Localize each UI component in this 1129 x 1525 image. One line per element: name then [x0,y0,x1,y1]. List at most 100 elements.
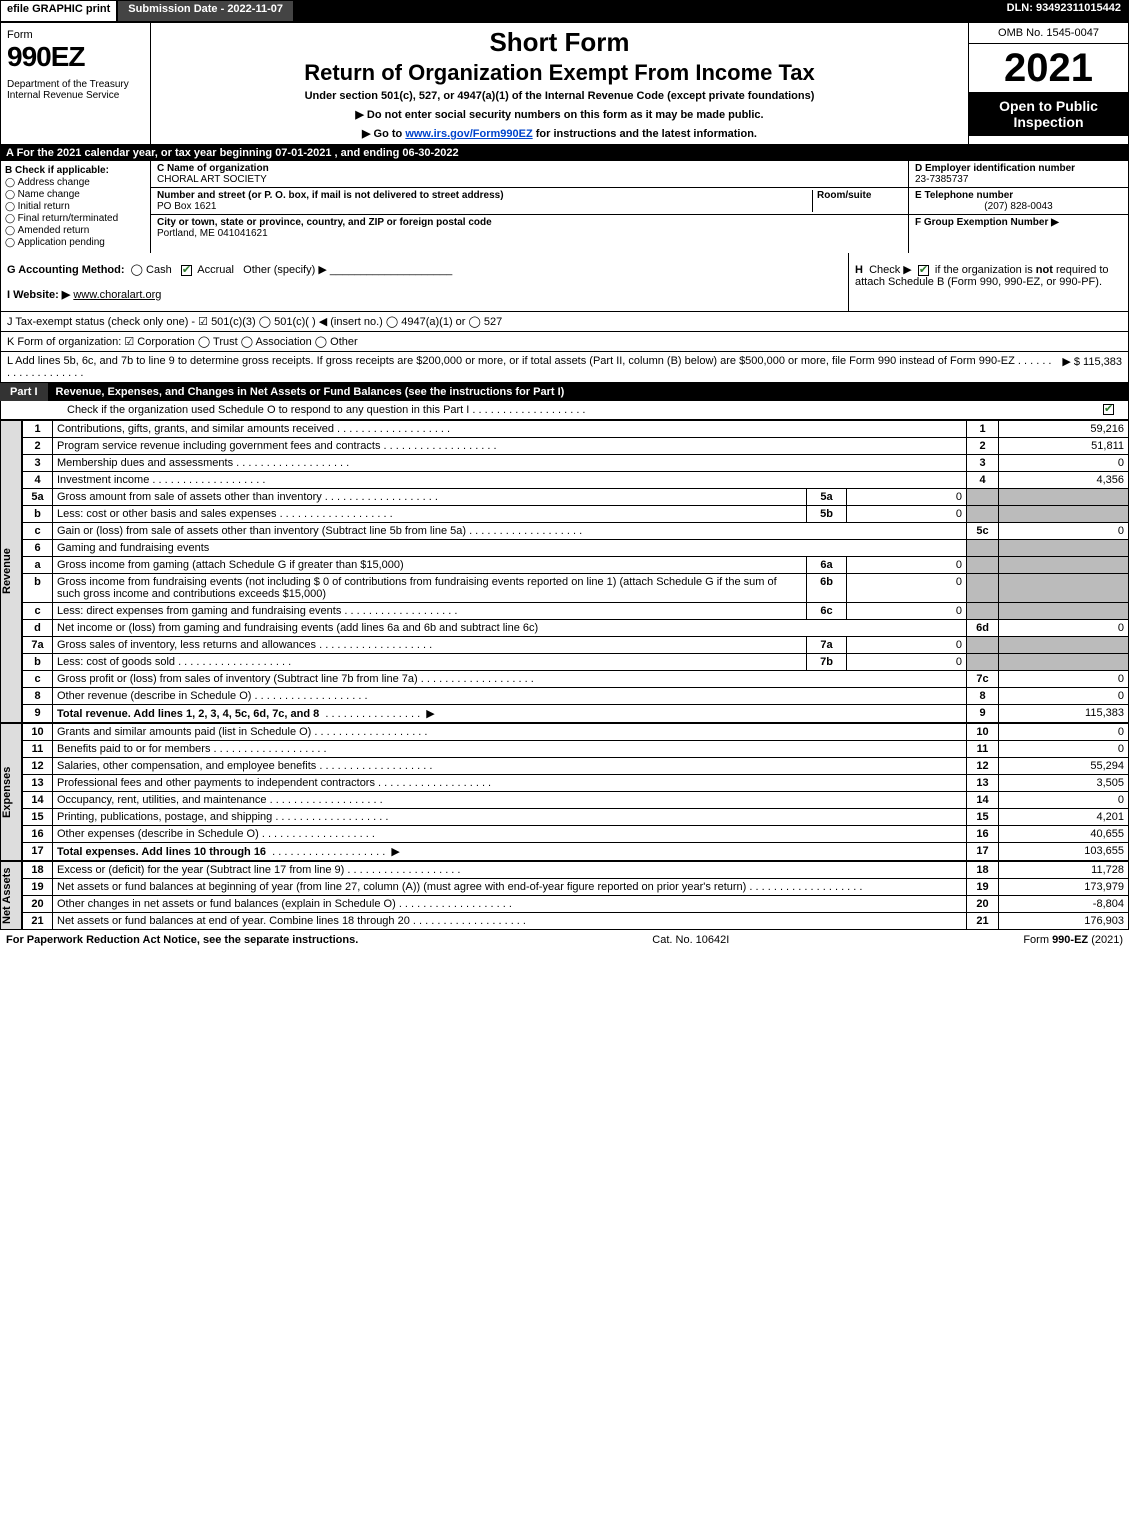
line-6c: cLess: direct expenses from gaming and f… [23,603,1129,620]
part-1-title: Revenue, Expenses, and Changes in Net As… [56,383,565,401]
h-checkbox[interactable] [918,265,929,276]
l20-val: -8,804 [999,896,1129,913]
line-2: 2Program service revenue including gover… [23,438,1129,455]
l5b-shade2 [999,506,1129,523]
line-21: 21Net assets or fund balances at end of … [23,913,1129,930]
org-name-cell: C Name of organization CHORAL ART SOCIET… [151,161,908,188]
org-name-label: C Name of organization [157,163,902,174]
line-6: 6Gaming and fundraising events [23,540,1129,557]
g-other[interactable]: Other (specify) ▶ [243,264,327,276]
l11-text: Benefits paid to or for members [53,741,967,758]
l2-rnum: 2 [967,438,999,455]
l-text: L Add lines 5b, 6c, and 7b to line 9 to … [7,355,1056,379]
l6b-sv: 0 [847,574,967,603]
form-id-block: Form 990EZ Department of the Treasury In… [1,23,151,144]
i-label: I Website: ▶ [7,289,70,301]
l3-text: Membership dues and assessments [53,455,967,472]
chk-address-change[interactable]: Address change [5,177,146,188]
l7a-sn: 7a [807,637,847,654]
l5a-shade2 [999,489,1129,506]
l6d-num: d [23,620,53,637]
l8-rnum: 8 [967,688,999,705]
l1-text: Contributions, gifts, grants, and simila… [53,421,967,438]
irs-link[interactable]: www.irs.gov/Form990EZ [405,128,532,140]
l12-val: 55,294 [999,758,1129,775]
l15-val: 4,201 [999,809,1129,826]
l6-shade [967,540,999,557]
footer-right: Form 990-EZ (2021) [1023,934,1123,946]
l6d-text: Net income or (loss) from gaming and fun… [53,620,967,637]
chk-name-change[interactable]: Name change [5,189,146,200]
chk-amended-return[interactable]: Amended return [5,225,146,236]
website-value[interactable]: www.choralart.org [73,289,161,301]
l2-text: Program service revenue including govern… [53,438,967,455]
line-7b: bLess: cost of goods sold7b0 [23,654,1129,671]
l7a-text: Gross sales of inventory, less returns a… [53,637,807,654]
l6c-num: c [23,603,53,620]
row-l-gross-receipts: L Add lines 5b, 6c, and 7b to line 9 to … [0,352,1129,383]
l9-num: 9 [23,705,53,723]
l18-val: 11,728 [999,862,1129,879]
l17-val: 103,655 [999,843,1129,861]
l7b-shade [967,654,999,671]
l13-rnum: 13 [967,775,999,792]
line-5c: cGain or (loss) from sale of assets othe… [23,523,1129,540]
l6b-shade [967,574,999,603]
l10-val: 0 [999,724,1129,741]
l6c-text: Less: direct expenses from gaming and fu… [53,603,807,620]
l18-rnum: 18 [967,862,999,879]
efile-print-button[interactable]: efile GRAPHIC print [0,0,117,22]
chk-final-return[interactable]: Final return/terminated [5,213,146,224]
chk-initial-return[interactable]: Initial return [5,201,146,212]
row-a-tax-year: A For the 2021 calendar year, or tax yea… [0,145,1129,161]
l7b-text: Less: cost of goods sold [53,654,807,671]
l17-rnum: 17 [967,843,999,861]
revenue-section: Revenue 1Contributions, gifts, grants, a… [0,420,1129,723]
l7c-rnum: 7c [967,671,999,688]
l21-val: 176,903 [999,913,1129,930]
chk-application-pending[interactable]: Application pending [5,237,146,248]
note2-post: for instructions and the latest informat… [533,128,757,140]
l8-num: 8 [23,688,53,705]
l7b-sn: 7b [807,654,847,671]
l8-text: Other revenue (describe in Schedule O) [53,688,967,705]
l5b-sn: 5b [807,506,847,523]
g-cash[interactable]: Cash [146,264,172,276]
line-20: 20Other changes in net assets or fund ba… [23,896,1129,913]
form-title-block: Short Form Return of Organization Exempt… [151,23,968,144]
l6a-sn: 6a [807,557,847,574]
l9-rnum: 9 [967,705,999,723]
street-label: Number and street (or P. O. box, if mail… [157,190,812,201]
l6-text: Gaming and fundraising events [53,540,967,557]
part-1-header: Part I Revenue, Expenses, and Changes in… [0,383,1129,401]
line-12: 12Salaries, other compensation, and empl… [23,758,1129,775]
l5a-text: Gross amount from sale of assets other t… [53,489,807,506]
form-word: Form [7,29,144,41]
l6b-text: Gross income from fundraising events (no… [53,574,807,603]
g-accrual-checkbox[interactable] [181,265,192,276]
net-assets-label: Net Assets [0,861,22,930]
l6a-num: a [23,557,53,574]
line-11: 11Benefits paid to or for members110 [23,741,1129,758]
sched-o-checkbox[interactable] [1103,404,1114,415]
l7a-sv: 0 [847,637,967,654]
irs-link-line: ▶ Go to www.irs.gov/Form990EZ for instru… [159,127,960,140]
g-label: G Accounting Method: [7,264,125,276]
l4-val: 4,356 [999,472,1129,489]
city-value: Portland, ME 041041621 [157,228,268,239]
l7a-shade2 [999,637,1129,654]
top-bar: efile GRAPHIC print Submission Date - 20… [0,0,1129,22]
l16-num: 16 [23,826,53,843]
l19-num: 19 [23,879,53,896]
l17-text: Total expenses. Add lines 10 through 16 … [53,843,967,861]
row-h-schedule-b: H Check ▶ if the organization is not req… [848,253,1128,311]
open-to-public: Open to Public Inspection [969,92,1128,136]
form-number: 990EZ [7,41,144,73]
l6c-sn: 6c [807,603,847,620]
ein-label: D Employer identification number [915,163,1122,174]
line-8: 8Other revenue (describe in Schedule O)8… [23,688,1129,705]
expenses-table: 10Grants and similar amounts paid (list … [22,723,1129,861]
l16-rnum: 16 [967,826,999,843]
l6d-val: 0 [999,620,1129,637]
l6b-sn: 6b [807,574,847,603]
